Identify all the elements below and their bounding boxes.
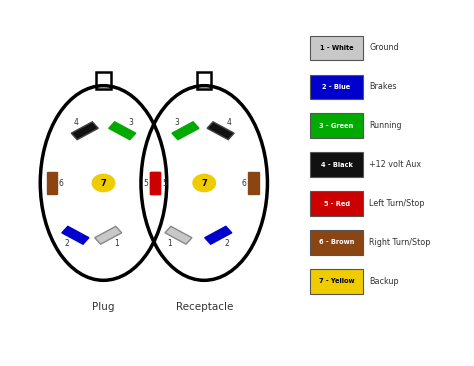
Text: 5: 5: [143, 179, 148, 187]
Text: 6: 6: [59, 179, 64, 187]
Circle shape: [193, 174, 216, 192]
Bar: [207, 122, 234, 140]
Text: Plug: Plug: [92, 302, 115, 312]
Text: 1: 1: [168, 239, 173, 248]
Text: Left Turn/Stop: Left Turn/Stop: [369, 199, 425, 208]
Text: 3: 3: [128, 118, 133, 127]
FancyBboxPatch shape: [310, 230, 364, 255]
Bar: [248, 172, 258, 194]
Bar: [205, 226, 232, 244]
Circle shape: [92, 174, 115, 192]
Text: 6 - Brown: 6 - Brown: [319, 239, 354, 246]
Bar: [150, 172, 160, 194]
Text: 5 - Red: 5 - Red: [324, 201, 349, 206]
Bar: [150, 172, 160, 194]
Bar: [97, 72, 110, 89]
FancyBboxPatch shape: [310, 36, 364, 60]
Text: 3 - Green: 3 - Green: [319, 123, 354, 129]
Bar: [95, 226, 122, 244]
Text: 6: 6: [242, 179, 246, 187]
Bar: [197, 72, 211, 89]
Text: 7: 7: [100, 179, 106, 187]
FancyBboxPatch shape: [310, 152, 364, 177]
Text: 2: 2: [224, 239, 229, 248]
FancyBboxPatch shape: [310, 113, 364, 138]
Bar: [172, 122, 199, 140]
FancyBboxPatch shape: [310, 269, 364, 294]
Text: 4: 4: [227, 118, 231, 127]
Text: Ground: Ground: [369, 43, 399, 52]
Text: 4 - Black: 4 - Black: [320, 162, 353, 168]
Text: 3: 3: [174, 118, 180, 127]
Text: 4: 4: [74, 118, 79, 127]
FancyBboxPatch shape: [310, 191, 364, 216]
Text: 1: 1: [114, 239, 119, 248]
Text: 7: 7: [201, 179, 207, 187]
Text: Running: Running: [369, 121, 401, 130]
Text: Backup: Backup: [369, 277, 399, 286]
Text: Receptacle: Receptacle: [175, 302, 233, 312]
Text: 1 - White: 1 - White: [320, 45, 353, 51]
Text: Brakes: Brakes: [369, 82, 397, 91]
Bar: [109, 122, 136, 140]
Text: +12 volt Aux: +12 volt Aux: [369, 160, 421, 169]
FancyBboxPatch shape: [310, 75, 364, 99]
Bar: [62, 226, 89, 244]
Bar: [47, 172, 57, 194]
Text: 2 - Blue: 2 - Blue: [322, 84, 351, 90]
Text: 7 - Yellow: 7 - Yellow: [319, 279, 355, 284]
Bar: [165, 226, 192, 244]
Bar: [71, 122, 98, 140]
Text: 2: 2: [64, 239, 69, 248]
Text: Right Turn/Stop: Right Turn/Stop: [369, 238, 430, 247]
Text: 5: 5: [162, 179, 167, 187]
